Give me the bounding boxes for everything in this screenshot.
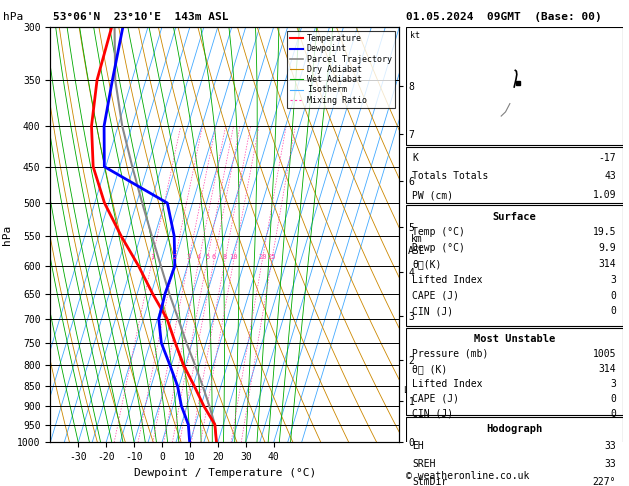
Text: CIN (J): CIN (J)	[412, 409, 454, 418]
Text: kt: kt	[410, 31, 420, 40]
Text: CIN (J): CIN (J)	[412, 306, 454, 316]
Text: Lifted Index: Lifted Index	[412, 379, 482, 389]
Text: CAPE (J): CAPE (J)	[412, 394, 459, 404]
Text: hPa: hPa	[3, 12, 23, 22]
Text: 33: 33	[604, 441, 616, 451]
Text: 314: 314	[599, 259, 616, 269]
Text: Pressure (mb): Pressure (mb)	[412, 349, 489, 359]
Bar	[406, 206, 623, 326]
Text: 4: 4	[197, 254, 201, 260]
Text: 0: 0	[610, 291, 616, 300]
Legend: Temperature, Dewpoint, Parcel Trajectory, Dry Adiabat, Wet Adiabat, Isotherm, Mi: Temperature, Dewpoint, Parcel Trajectory…	[287, 31, 395, 108]
Text: 10: 10	[230, 254, 238, 260]
Text: 3: 3	[610, 379, 616, 389]
Text: θᴇ(K): θᴇ(K)	[412, 259, 442, 269]
Text: 1005: 1005	[593, 349, 616, 359]
Text: 5: 5	[205, 254, 209, 260]
Text: 33: 33	[604, 459, 616, 469]
Text: © weatheronline.co.uk: © weatheronline.co.uk	[406, 471, 529, 481]
Text: 6: 6	[212, 254, 216, 260]
Text: Surface: Surface	[493, 212, 536, 222]
Text: Hodograph: Hodograph	[486, 424, 542, 434]
Text: 227°: 227°	[593, 477, 616, 486]
Text: 53°06'N  23°10'E  143m ASL: 53°06'N 23°10'E 143m ASL	[53, 12, 229, 22]
Text: CAPE (J): CAPE (J)	[412, 291, 459, 300]
Text: 2: 2	[172, 254, 177, 260]
Text: 8: 8	[223, 254, 227, 260]
Bar	[406, 417, 623, 486]
Text: 25: 25	[267, 254, 276, 260]
Text: θᴇ (K): θᴇ (K)	[412, 364, 447, 374]
Text: 1.09: 1.09	[593, 190, 616, 200]
Text: StmDir: StmDir	[412, 477, 447, 486]
Text: Dewp (°C): Dewp (°C)	[412, 243, 465, 253]
Text: Most Unstable: Most Unstable	[474, 334, 555, 344]
Bar	[406, 147, 623, 203]
Text: 19.5: 19.5	[593, 227, 616, 238]
Y-axis label: hPa: hPa	[1, 225, 11, 244]
Text: LCL: LCL	[399, 386, 420, 395]
Text: 1: 1	[150, 254, 154, 260]
Text: 314: 314	[599, 364, 616, 374]
Text: EH: EH	[412, 441, 424, 451]
Text: Lifted Index: Lifted Index	[412, 275, 482, 285]
Text: PW (cm): PW (cm)	[412, 190, 454, 200]
Y-axis label: km
ASL: km ASL	[408, 235, 426, 256]
Bar	[406, 328, 623, 415]
Text: -17: -17	[599, 153, 616, 163]
Text: 43: 43	[604, 172, 616, 181]
Text: 0: 0	[610, 409, 616, 418]
Text: 20: 20	[258, 254, 267, 260]
Text: K: K	[412, 153, 418, 163]
Text: 01.05.2024  09GMT  (Base: 00): 01.05.2024 09GMT (Base: 00)	[406, 12, 601, 22]
X-axis label: Dewpoint / Temperature (°C): Dewpoint / Temperature (°C)	[134, 468, 316, 478]
Bar	[406, 27, 623, 145]
Text: SREH: SREH	[412, 459, 436, 469]
Text: 3: 3	[187, 254, 191, 260]
Text: 9.9: 9.9	[599, 243, 616, 253]
Text: Temp (°C): Temp (°C)	[412, 227, 465, 238]
Text: 0: 0	[610, 394, 616, 404]
Text: Totals Totals: Totals Totals	[412, 172, 489, 181]
Text: 0: 0	[610, 306, 616, 316]
Text: 3: 3	[610, 275, 616, 285]
